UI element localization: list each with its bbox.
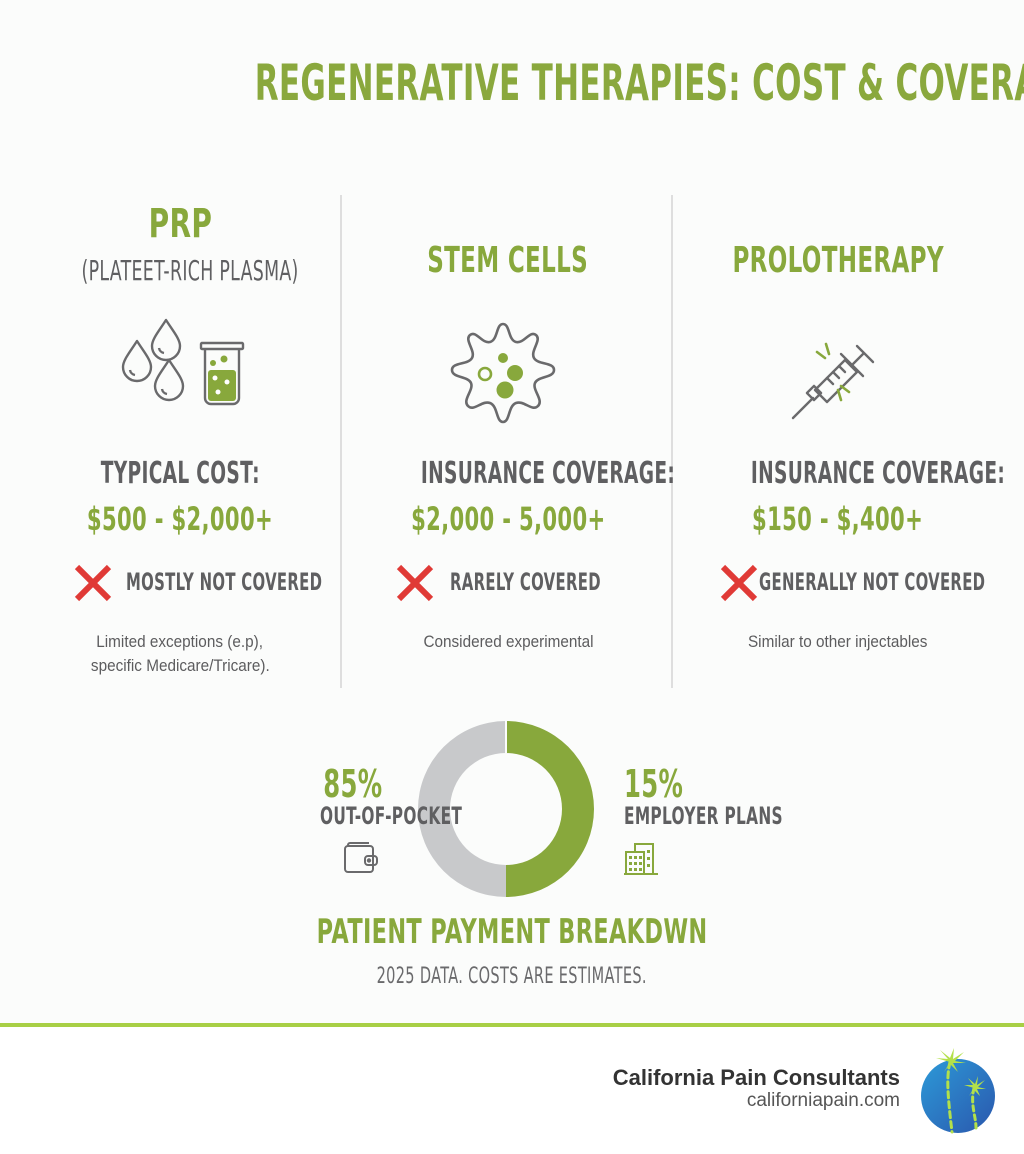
x-icon (74, 564, 112, 602)
footer (0, 1027, 1024, 1154)
cost-label: TYPICAL COST: (100, 456, 260, 491)
coverage-note: Considered experimental (422, 632, 594, 651)
legend-percent: 15% (624, 762, 684, 806)
therapy-title: PROLOTHERAPY (732, 240, 944, 281)
coverage-note: Limited exceptions (e.p), specific Medic… (90, 632, 270, 675)
coverage-label: INSURANCE COVERAGE: (750, 456, 1006, 491)
coverage-label: INSURANCE COVERAGE: (420, 456, 676, 491)
droplets-test-tube-icon (115, 315, 255, 415)
brand-url: californiapain.com (746, 1090, 900, 1111)
legend-percent: 85% (322, 762, 382, 806)
therapy-title: PRP (148, 201, 212, 247)
chart-title: PATIENT PAYMENT BREAKDWN (316, 912, 708, 952)
syringe-icon (783, 322, 883, 422)
coverage-status: MOSTLY NOT COVERED (73, 563, 333, 603)
wallet-icon (343, 842, 379, 876)
x-icon (396, 564, 434, 602)
price-range: $500 - $2,000+ (86, 500, 274, 538)
legend-label: OUT-OF-POCKET (319, 802, 463, 830)
therapy-column-prolotherapy: PROLOTHERAPY INSURANCE COVERA (673, 0, 1006, 700)
price-range: $2,000 - 5,000+ (410, 500, 606, 538)
brand-name: California Pain Consultants (612, 1065, 900, 1090)
therapy-column-prp: PRP (PLATEET-RICH PLASMA) TYPICAL CO (15, 0, 345, 700)
palm-tree-globe-logo (918, 1048, 998, 1136)
price-range: $150 - $,400+ (752, 500, 924, 538)
coverage-status: GENERALLY NOT COVERED (719, 563, 1009, 603)
therapy-column-stem-cells: STEM CELLS INSURANCE COVERAGE: $2,000 - … (343, 0, 676, 700)
payment-donut-chart (418, 721, 594, 897)
legend-employer-plans: 15% EMPLOYER PLANS (624, 762, 804, 830)
legend-label: EMPLOYER PLANS (624, 802, 783, 830)
office-building-icon (623, 842, 659, 876)
coverage-note: Similar to other injectables (748, 632, 928, 651)
coverage-status: RARELY COVERED (395, 563, 655, 603)
column-divider (671, 195, 673, 688)
column-divider (340, 195, 342, 688)
chart-note: 2025 DATA. COSTS ARE ESTIMATES. (376, 964, 648, 989)
legend-out-of-pocket: 85% OUT-OF-POCKET (240, 762, 463, 830)
x-icon (720, 564, 758, 602)
footer-divider (0, 1023, 1024, 1027)
therapy-subtitle: (PLATEET-RICH PLASMA) (81, 254, 299, 287)
therapy-title: STEM CELLS (427, 240, 589, 281)
donut-segment-out-of-pocket (418, 721, 506, 897)
stem-cell-icon (448, 318, 558, 428)
page-title: REGENERATIVE THERAPIES: COST & COVERAGE (254, 54, 1024, 112)
donut-segment-employer-plans (506, 721, 594, 897)
